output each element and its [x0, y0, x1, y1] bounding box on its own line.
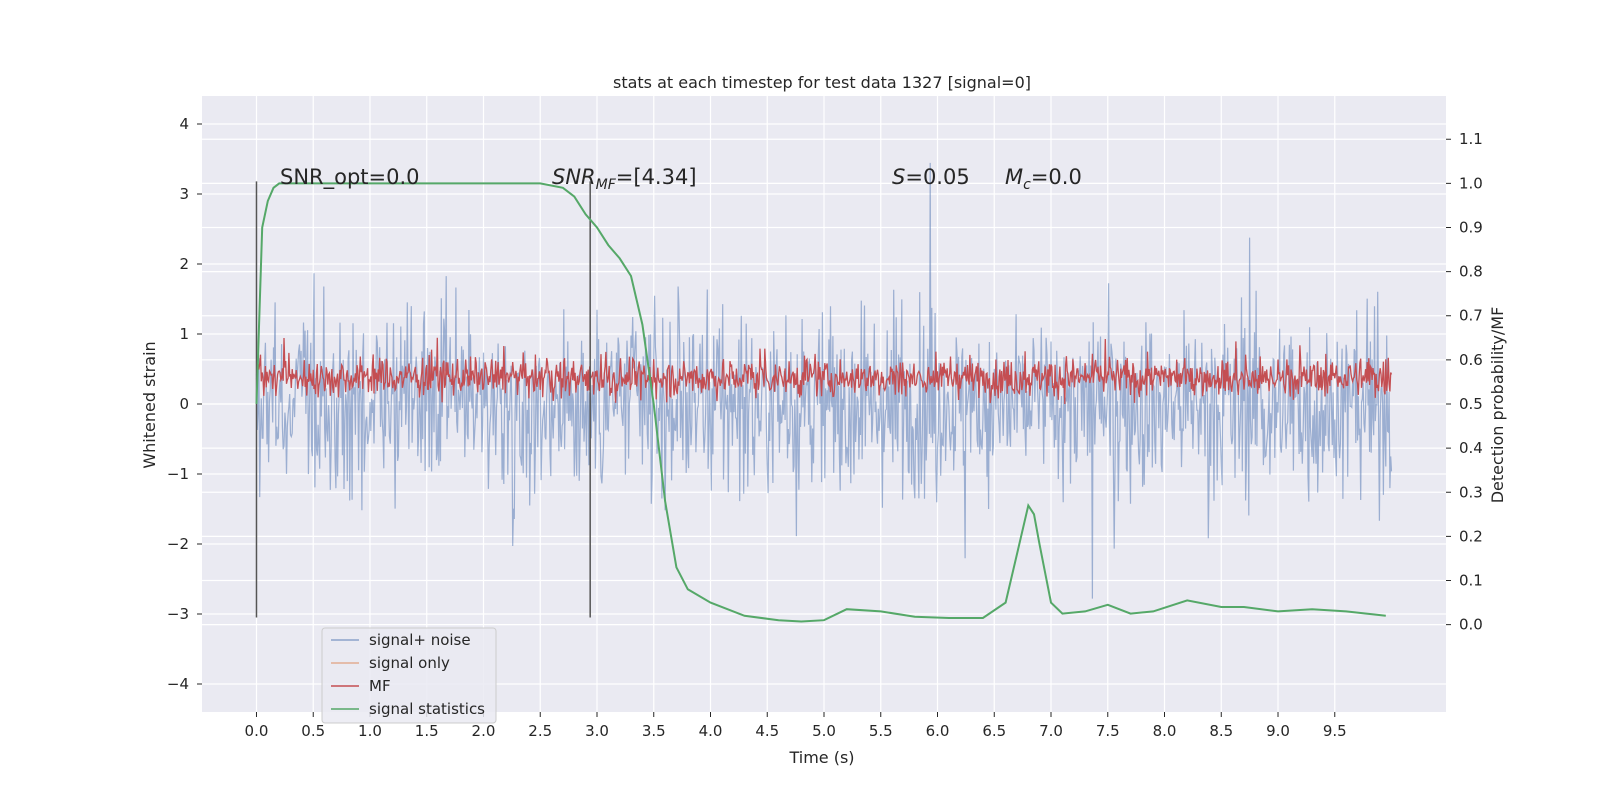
y-axis-label-left: Whitened strain	[140, 341, 159, 468]
ticks-layer: 0.0 0.5 1.0 1.5 2.0 2.5 3.0 3.5 4.0 4.5 5.0 5.5 6.0 6…	[167, 115, 1483, 740]
y-left-tick-label: 2	[179, 255, 189, 273]
chart-title: stats at each timestep for test data 132…	[613, 73, 1031, 92]
legend: signal+ noise signal only MF signal stat…	[321, 627, 497, 724]
annotation-s-value: =0.05	[905, 165, 969, 189]
x-tick-label: 4.5	[755, 722, 779, 740]
x-tick-label: 6.5	[982, 722, 1006, 740]
y-left-tick-label: −3	[167, 605, 189, 623]
y-left-tick-label: 4	[179, 115, 189, 133]
y-right-tick-label: 0.9	[1459, 218, 1483, 236]
x-tick-label: 5.0	[812, 722, 836, 740]
y-left-tick-label: −2	[167, 535, 189, 553]
x-tick-label: 4.0	[699, 722, 723, 740]
x-tick-label: 0.5	[301, 722, 325, 740]
y-right-tick-label: 0.5	[1459, 395, 1483, 413]
y-right-tick-label: 0.7	[1459, 307, 1483, 325]
y-right-tick-label: 0.2	[1459, 527, 1483, 545]
x-tick-label: 2.5	[528, 722, 552, 740]
y-left-tick-label: 3	[179, 185, 189, 203]
svg-text:SNRMF=[4.34]: SNRMF=[4.34]	[552, 165, 697, 193]
y-left-tick-label: 0	[179, 395, 189, 413]
x-tick-label: 1.0	[358, 722, 382, 740]
x-tick-label: 5.5	[869, 722, 893, 740]
svg-text:S=0.05: S=0.05	[892, 165, 970, 189]
y-right-tick-label: 0.4	[1459, 439, 1483, 457]
annotation-s: S=0.05	[892, 165, 970, 189]
y-right-tick-label: 0.3	[1459, 483, 1483, 501]
y-right-tick-label: 0.1	[1459, 572, 1483, 590]
legend-label-signal-only: signal only	[369, 654, 450, 672]
y-right-tick-label: 0.6	[1459, 351, 1483, 369]
legend-label-mf: MF	[369, 677, 391, 695]
annotation-mc-value: =0.0	[1031, 165, 1082, 189]
x-tick-label: 1.5	[415, 722, 439, 740]
x-tick-label: 0.0	[245, 722, 269, 740]
legend-box	[321, 627, 497, 724]
y-right-tick-label: 1.1	[1459, 130, 1483, 148]
y-left-tick-label: −1	[167, 465, 189, 483]
x-tick-label: 6.0	[926, 722, 950, 740]
mf-layer	[255, 337, 1393, 405]
legend-label-signal-noise: signal+ noise	[369, 631, 471, 649]
x-tick-label: 7.0	[1039, 722, 1063, 740]
legend-label-signal-statistics: signal statistics	[369, 700, 485, 718]
y-right-tick-label: 1.0	[1459, 174, 1483, 192]
x-tick-label: 9.5	[1323, 722, 1347, 740]
x-tick-label: 7.5	[1096, 722, 1120, 740]
annotation-snr-mf: SNRMF=[4.34]	[552, 165, 697, 193]
stats-layer	[255, 182, 1386, 623]
x-tick-label: 3.0	[585, 722, 609, 740]
y-left-tick-label: −4	[167, 675, 189, 693]
annotation-snr-mf-value: =[4.34]	[616, 165, 697, 189]
x-tick-label: 9.0	[1266, 722, 1290, 740]
series-mf-line	[255, 337, 1393, 405]
annotation-snr-opt: SNR_opt=0.0	[280, 165, 420, 190]
y-axis-label-right: Detection probability/MF	[1488, 307, 1507, 504]
y-right-tick-label: 0.0	[1459, 616, 1483, 634]
x-tick-label: 8.0	[1153, 722, 1177, 740]
x-axis-label: Time (s)	[788, 748, 854, 767]
x-tick-label: 8.5	[1209, 722, 1233, 740]
y-left-tick-label: 1	[179, 325, 189, 343]
x-tick-label: 2.0	[472, 722, 496, 740]
svg-text:Mc=0.0: Mc=0.0	[1005, 165, 1082, 193]
y-right-tick-label: 0.8	[1459, 263, 1483, 281]
x-tick-label: 3.5	[642, 722, 666, 740]
annotation-mc: Mc=0.0	[1005, 165, 1082, 193]
series-signal-statistics-line	[255, 182, 1386, 623]
